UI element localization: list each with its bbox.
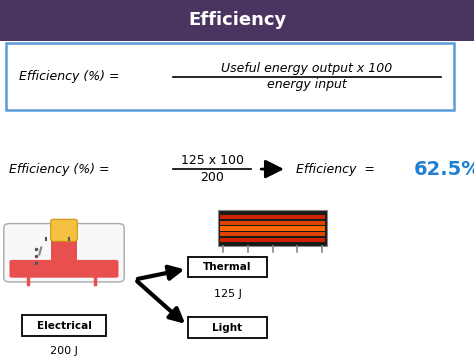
- Text: Efficiency (%) =: Efficiency (%) =: [9, 163, 110, 176]
- Text: Efficiency  =: Efficiency =: [296, 163, 375, 176]
- FancyBboxPatch shape: [51, 240, 77, 267]
- FancyBboxPatch shape: [220, 232, 325, 236]
- Text: Efficiency (%) =: Efficiency (%) =: [19, 70, 119, 83]
- FancyBboxPatch shape: [188, 257, 267, 277]
- Text: 200: 200: [200, 171, 224, 184]
- Text: Light: Light: [212, 323, 243, 333]
- Text: 125 x 100: 125 x 100: [181, 154, 244, 167]
- Text: energy input: energy input: [267, 78, 347, 91]
- FancyBboxPatch shape: [22, 315, 106, 336]
- Text: 62.5%: 62.5%: [414, 159, 474, 179]
- FancyBboxPatch shape: [220, 238, 325, 242]
- FancyBboxPatch shape: [51, 219, 77, 241]
- Text: 200 J: 200 J: [50, 346, 78, 356]
- FancyBboxPatch shape: [220, 215, 325, 219]
- Text: Electrical: Electrical: [36, 321, 91, 331]
- Text: Efficiency: Efficiency: [188, 11, 286, 30]
- Text: Useful energy output x 100: Useful energy output x 100: [221, 62, 392, 75]
- Text: 125 J: 125 J: [214, 289, 241, 299]
- FancyBboxPatch shape: [0, 0, 474, 41]
- FancyBboxPatch shape: [220, 226, 325, 231]
- FancyBboxPatch shape: [220, 221, 325, 225]
- FancyBboxPatch shape: [4, 224, 124, 282]
- Text: Thermal: Thermal: [203, 262, 252, 272]
- FancyBboxPatch shape: [188, 317, 267, 338]
- FancyBboxPatch shape: [218, 210, 327, 246]
- FancyBboxPatch shape: [9, 260, 119, 278]
- FancyBboxPatch shape: [6, 43, 454, 110]
